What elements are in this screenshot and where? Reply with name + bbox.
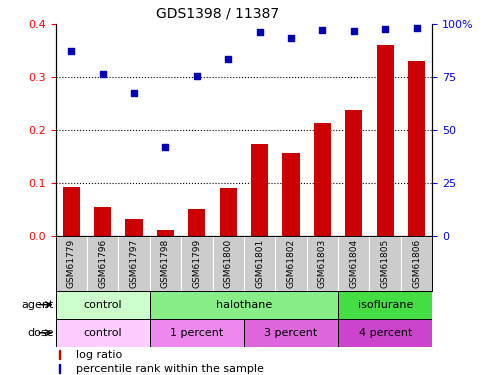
Text: GSM61806: GSM61806	[412, 239, 421, 288]
Bar	[244, 319, 338, 347]
Point	[99, 71, 107, 77]
Text: 4 percent: 4 percent	[358, 328, 412, 338]
Text: GSM61801: GSM61801	[255, 239, 264, 288]
Bar	[408, 62, 425, 236]
Point	[256, 29, 264, 35]
Point	[193, 73, 201, 79]
Bar	[213, 236, 244, 291]
Bar	[338, 291, 432, 319]
Point	[224, 56, 232, 62]
Bar	[220, 188, 237, 236]
Bar	[157, 230, 174, 236]
Bar	[377, 45, 394, 236]
Text: agent: agent	[22, 300, 54, 310]
Text: isoflurane: isoflurane	[357, 300, 413, 310]
Text: GSM61799: GSM61799	[192, 239, 201, 288]
Bar	[275, 236, 307, 291]
Text: 3 percent: 3 percent	[264, 328, 318, 338]
Bar	[338, 319, 432, 347]
Text: GSM61798: GSM61798	[161, 239, 170, 288]
Bar	[251, 144, 268, 236]
Bar	[401, 236, 432, 291]
Bar	[63, 187, 80, 236]
Bar	[314, 123, 331, 236]
Text: GSM61800: GSM61800	[224, 239, 233, 288]
Point	[161, 144, 170, 150]
Text: GDS1398 / 11387: GDS1398 / 11387	[156, 7, 279, 21]
Point	[350, 28, 357, 34]
Bar	[56, 236, 87, 291]
Bar	[150, 319, 244, 347]
Bar	[150, 291, 338, 319]
Bar	[118, 236, 150, 291]
Text: dose: dose	[28, 328, 54, 338]
Bar	[150, 236, 181, 291]
Point	[319, 27, 327, 33]
Bar	[59, 364, 60, 373]
Point	[130, 90, 138, 96]
Text: control: control	[84, 328, 122, 338]
Bar	[283, 153, 299, 236]
Text: GSM61796: GSM61796	[98, 239, 107, 288]
Bar	[307, 236, 338, 291]
Text: GSM61805: GSM61805	[381, 239, 390, 288]
Text: control: control	[84, 300, 122, 310]
Bar	[345, 110, 362, 236]
Point	[382, 26, 389, 32]
Point	[287, 34, 295, 40]
Text: GSM61803: GSM61803	[318, 239, 327, 288]
Bar	[369, 236, 401, 291]
Bar	[56, 319, 150, 347]
Text: 1 percent: 1 percent	[170, 328, 224, 338]
Text: GSM61804: GSM61804	[349, 239, 358, 288]
Text: log ratio: log ratio	[76, 350, 123, 360]
Bar	[59, 350, 60, 358]
Text: GSM61797: GSM61797	[129, 239, 139, 288]
Bar	[188, 209, 205, 236]
Bar	[87, 236, 118, 291]
Text: percentile rank within the sample: percentile rank within the sample	[76, 364, 264, 374]
Point	[412, 25, 420, 31]
Bar	[244, 236, 275, 291]
Bar	[181, 236, 213, 291]
Bar	[56, 291, 150, 319]
Bar	[338, 236, 369, 291]
Text: halothane: halothane	[216, 300, 272, 310]
Bar	[126, 219, 142, 236]
Bar	[94, 207, 111, 236]
Point	[68, 48, 75, 54]
Text: GSM61779: GSM61779	[67, 239, 76, 288]
Text: GSM61802: GSM61802	[286, 239, 296, 288]
